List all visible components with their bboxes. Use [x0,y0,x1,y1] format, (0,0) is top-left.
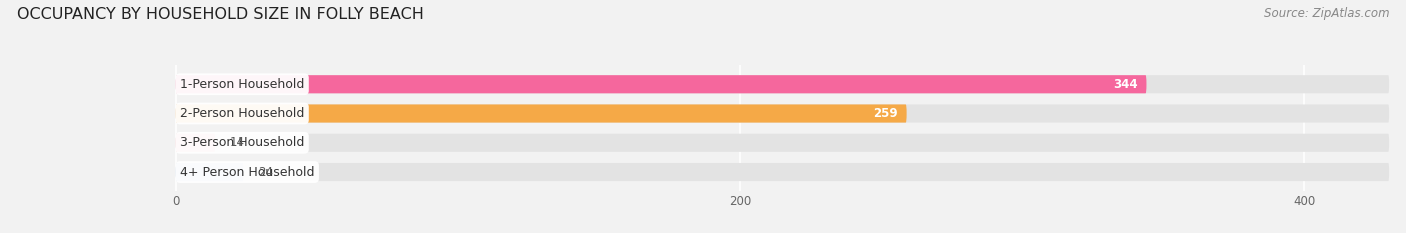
Text: 2-Person Household: 2-Person Household [180,107,305,120]
Text: OCCUPANCY BY HOUSEHOLD SIZE IN FOLLY BEACH: OCCUPANCY BY HOUSEHOLD SIZE IN FOLLY BEA… [17,7,423,22]
FancyBboxPatch shape [176,75,1389,93]
FancyBboxPatch shape [176,75,1146,93]
FancyBboxPatch shape [176,104,907,123]
Text: 14: 14 [229,136,245,149]
Text: 1-Person Household: 1-Person Household [180,78,305,91]
Text: 4+ Person Household: 4+ Person Household [180,165,315,178]
FancyBboxPatch shape [176,104,1389,123]
FancyBboxPatch shape [176,163,1389,181]
Text: 24: 24 [257,165,273,178]
FancyBboxPatch shape [176,134,215,152]
FancyBboxPatch shape [176,163,243,181]
Text: 3-Person Household: 3-Person Household [180,136,305,149]
Text: 344: 344 [1114,78,1137,91]
Text: Source: ZipAtlas.com: Source: ZipAtlas.com [1264,7,1389,20]
FancyBboxPatch shape [176,134,1389,152]
Text: 259: 259 [873,107,898,120]
